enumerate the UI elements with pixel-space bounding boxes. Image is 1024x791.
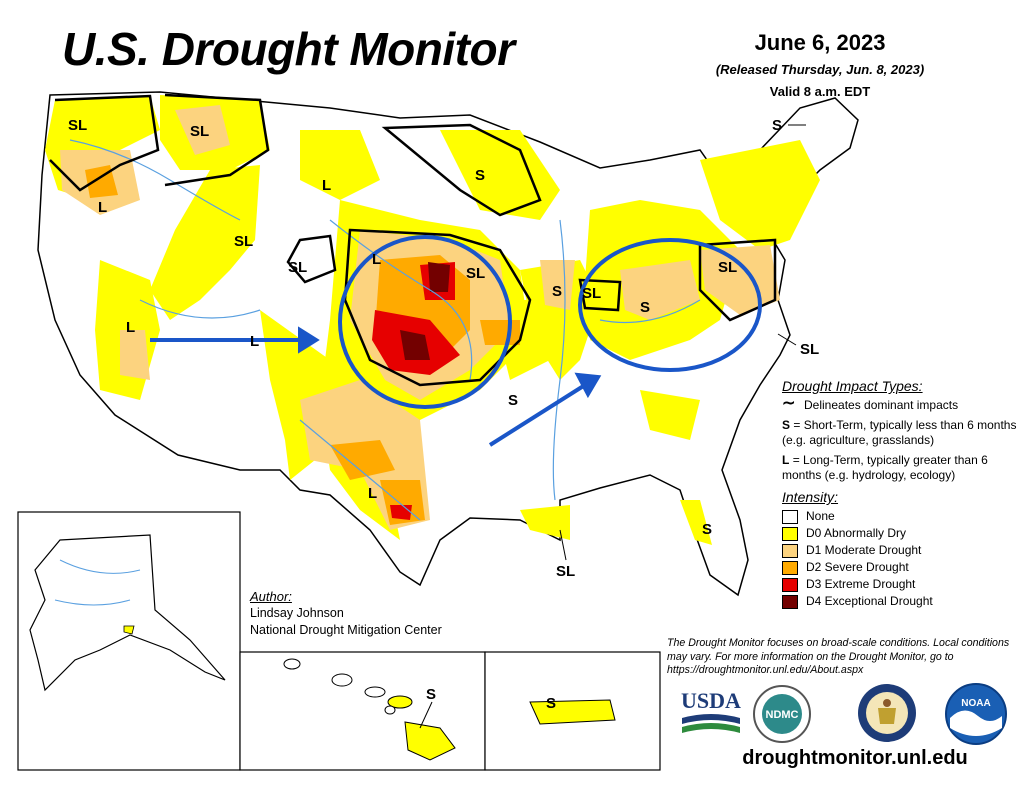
short-term-key: S xyxy=(782,418,791,432)
legend-none: None xyxy=(782,509,1017,524)
legend-d4-label: D4 Exceptional Drought xyxy=(806,594,933,608)
label-sl-la: SL xyxy=(556,563,575,580)
label-l-or: L xyxy=(98,199,107,216)
valid-time: Valid 8 a.m. EDT xyxy=(769,84,871,99)
label-sl-wy: SL xyxy=(234,233,253,250)
swatch-d2 xyxy=(782,561,798,575)
annotation-arrows xyxy=(150,326,602,447)
release-date: (Released Thursday, Jun. 8, 2023) xyxy=(715,62,925,77)
label-l-tx: L xyxy=(368,485,377,502)
legend: Drought Impact Types: ∼ Delineates domin… xyxy=(782,378,1017,611)
website-link[interactable]: droughtmonitor.unl.edu xyxy=(742,747,968,769)
puerto-rico-shape xyxy=(529,699,616,725)
legend-d2-label: D2 Severe Drought xyxy=(806,560,909,574)
usda-logo[interactable]: USDA xyxy=(676,684,746,740)
label-s-hi: S xyxy=(426,686,436,703)
swatch-d4 xyxy=(782,595,798,609)
label-s-me: S xyxy=(772,117,782,134)
author-header: Author: xyxy=(250,589,292,604)
legend-d4: D4 Exceptional Drought xyxy=(782,594,1017,609)
hawaii-inset-frame xyxy=(239,651,486,771)
swatch-d0 xyxy=(782,527,798,541)
map-title: U.S. Drought Monitor xyxy=(62,23,515,75)
annotation-circles xyxy=(338,235,762,409)
commerce-seal-logo[interactable] xyxy=(856,682,918,744)
label-s-mn: S xyxy=(475,167,485,184)
label-sl-va: SL xyxy=(800,341,819,358)
legend-d3-label: D3 Extreme Drought xyxy=(806,577,916,591)
label-sl-wa: SL xyxy=(68,117,87,134)
impact-labels: SL SL L L S SL SL L SL S SL S SL L L S L… xyxy=(68,117,819,580)
label-sl-ne-w: SL xyxy=(288,259,307,276)
svg-text:NOAA: NOAA xyxy=(961,698,990,709)
svg-text:NDMC: NDMC xyxy=(766,709,799,721)
author-name: Lindsay Johnson xyxy=(250,606,344,620)
impact-boundaries xyxy=(49,93,777,387)
svg-text:USDA: USDA xyxy=(681,688,741,713)
intensity-header: Intensity: xyxy=(782,489,839,505)
short-term-text: = Short-Term, typically less than 6 mont… xyxy=(782,418,1017,447)
legend-d0-label: D0 Abnormally Dry xyxy=(806,526,907,540)
delineates-text: Delineates dominant impacts xyxy=(804,398,959,412)
label-s-il: S xyxy=(552,283,562,300)
label-s-pr: S xyxy=(546,695,556,712)
legend-d3: D3 Extreme Drought xyxy=(782,577,1017,592)
label-l-ut: L xyxy=(250,333,259,350)
label-l-mt: L xyxy=(322,177,331,194)
swatch-d1 xyxy=(782,544,798,558)
label-l-ne: L xyxy=(372,251,381,268)
legend-d2: D2 Severe Drought xyxy=(782,560,1017,575)
label-sl-pa: SL xyxy=(718,259,737,276)
long-term-text: = Long-Term, typically greater than 6 mo… xyxy=(782,453,988,482)
author-block: Author: Lindsay Johnson National Drought… xyxy=(250,588,442,639)
hawaii-islands xyxy=(283,658,456,761)
author-org: National Drought Mitigation Center xyxy=(250,623,442,637)
label-sl-in: SL xyxy=(582,285,601,302)
swatch-d3 xyxy=(782,578,798,592)
label-s-ar: S xyxy=(508,392,518,409)
long-term-key: L xyxy=(782,453,790,467)
alaska-shape xyxy=(29,534,226,692)
label-l-nv: L xyxy=(126,319,135,336)
rivers xyxy=(69,139,701,521)
impact-types-header: Drought Impact Types: xyxy=(782,378,923,394)
label-sl-ia: SL xyxy=(466,265,485,282)
label-s-oh: S xyxy=(640,299,650,316)
ndmc-logo[interactable]: NDMC xyxy=(750,684,814,744)
legend-d1-label: D1 Moderate Drought xyxy=(806,543,922,557)
impact-boundary-symbol: ∼ xyxy=(782,395,796,412)
legend-d0: D0 Abnormally Dry xyxy=(782,526,1017,541)
legend-none-label: None xyxy=(806,509,835,523)
label-s-fl: S xyxy=(702,521,712,538)
disclaimer: The Drought Monitor focuses on broad-sca… xyxy=(667,637,1010,676)
map-date: June 6, 2023 xyxy=(754,30,886,55)
label-sl-mt: SL xyxy=(190,123,209,140)
swatch-none xyxy=(782,510,798,524)
noaa-logo[interactable]: NOAA xyxy=(944,682,1008,746)
d4-areas xyxy=(400,262,450,360)
legend-d1: D1 Moderate Drought xyxy=(782,543,1017,558)
